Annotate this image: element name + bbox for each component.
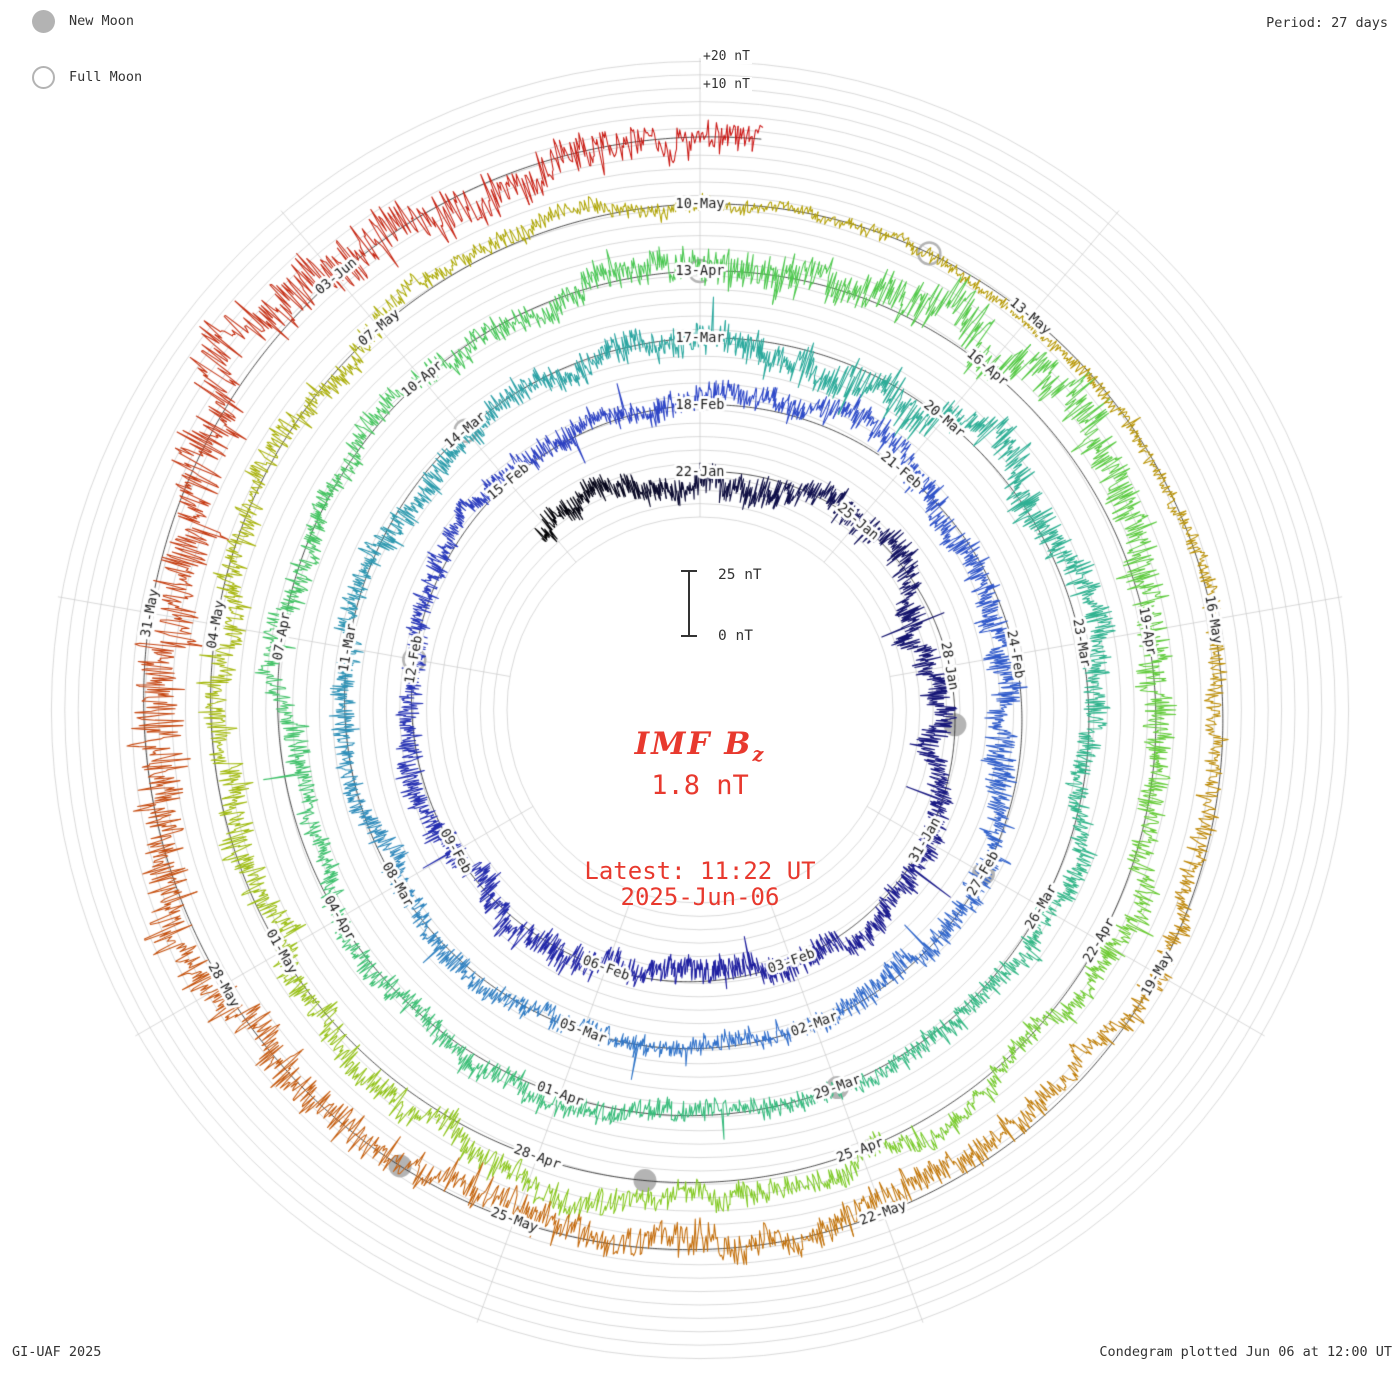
legend-new-moon: New Moon — [32, 10, 134, 33]
axis-label-plus10: +10 nT — [701, 77, 752, 92]
scale-bar-bottom-label: 0 nT — [718, 628, 753, 644]
new-moon-icon — [32, 10, 55, 33]
latest-time-label: Latest: 11:22 UT — [584, 857, 816, 885]
chart-title-main: IMF B — [634, 726, 753, 762]
period-label: Period: 27 days — [1266, 15, 1388, 31]
scale-bar-bottom-cap — [681, 635, 697, 637]
latest-value: 1.8 nT — [651, 770, 749, 801]
latest-date-label: 2025-Jun-06 — [620, 883, 780, 911]
plotted-label: Condegram plotted Jun 06 at 12:00 UT — [1099, 1344, 1392, 1360]
full-moon-icon — [32, 66, 55, 89]
legend-new-moon-label: New Moon — [69, 13, 135, 30]
chart-title: IMF Bz — [450, 726, 950, 766]
legend-full-moon: Full Moon — [32, 66, 142, 89]
axis-label-plus20: +20 nT — [701, 49, 752, 64]
credit-label: GI-UAF 2025 — [12, 1344, 102, 1360]
legend-full-moon-label: Full Moon — [69, 69, 143, 86]
scale-bar: 25 nT 0 nT — [680, 567, 800, 644]
scale-bar-line — [688, 570, 690, 637]
chart-title-subscript: z — [752, 743, 766, 767]
scale-bar-top-label: 25 nT — [718, 567, 762, 583]
